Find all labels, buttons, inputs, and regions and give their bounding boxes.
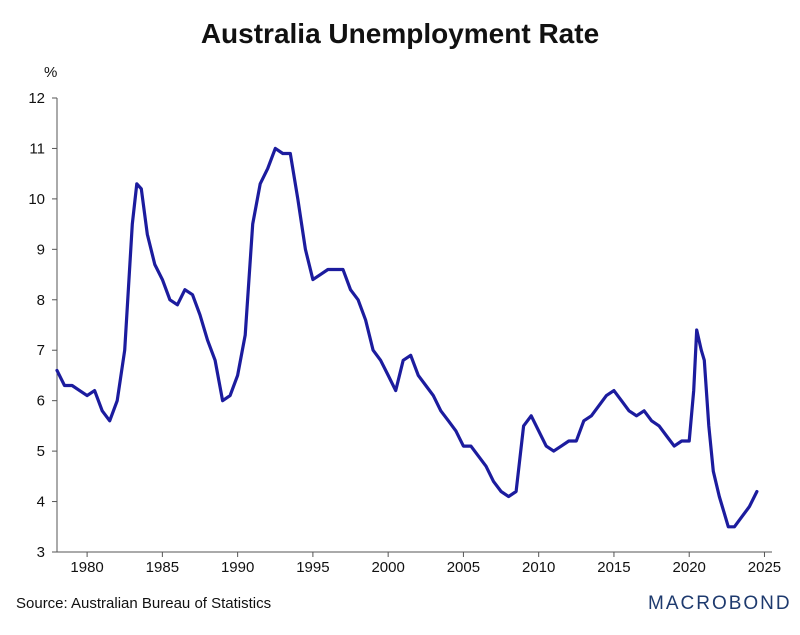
x-tick-label: 1985: [146, 559, 179, 576]
y-tick-label: 7: [37, 342, 45, 359]
x-tick-label: 1995: [296, 559, 329, 576]
x-tick-label: 1990: [221, 559, 254, 576]
x-tick-label: 2015: [597, 559, 630, 576]
x-tick-label: 2010: [522, 559, 555, 576]
x-tick-label: 2020: [673, 559, 706, 576]
y-tick-label: 3: [37, 544, 45, 561]
chart-title: Australia Unemployment Rate: [200, 18, 600, 49]
x-ticks: 1980 1985 1990 1995 2000 2005 2010 2015 2020 2025: [70, 552, 781, 576]
y-tick-label: 6: [37, 393, 45, 410]
x-tick-label: 2000: [371, 559, 404, 576]
x-tick-label: 1980: [70, 559, 103, 576]
y-tick-label: 8: [37, 292, 45, 309]
x-tick-label: 2005: [447, 559, 480, 576]
y-tick-label: 9: [37, 241, 45, 258]
y-ticks: 3 4 5 6 7 8 9 10 11 12: [28, 90, 57, 561]
y-tick-label: 11: [29, 140, 45, 157]
brand-logo: MACROBOND: [648, 593, 792, 614]
y-tick-label: 10: [28, 191, 45, 208]
x-tick-label: 2025: [748, 559, 781, 576]
y-tick-label: 5: [37, 443, 45, 460]
y-tick-label: 12: [28, 90, 45, 107]
source-note: Source: Australian Bureau of Statistics: [16, 595, 272, 612]
series-lines: [55, 146, 759, 529]
series-line-0: [55, 146, 759, 529]
y-axis-unit-label: %: [44, 64, 57, 81]
y-tick-label: 4: [37, 494, 45, 511]
axes: [56, 98, 772, 553]
